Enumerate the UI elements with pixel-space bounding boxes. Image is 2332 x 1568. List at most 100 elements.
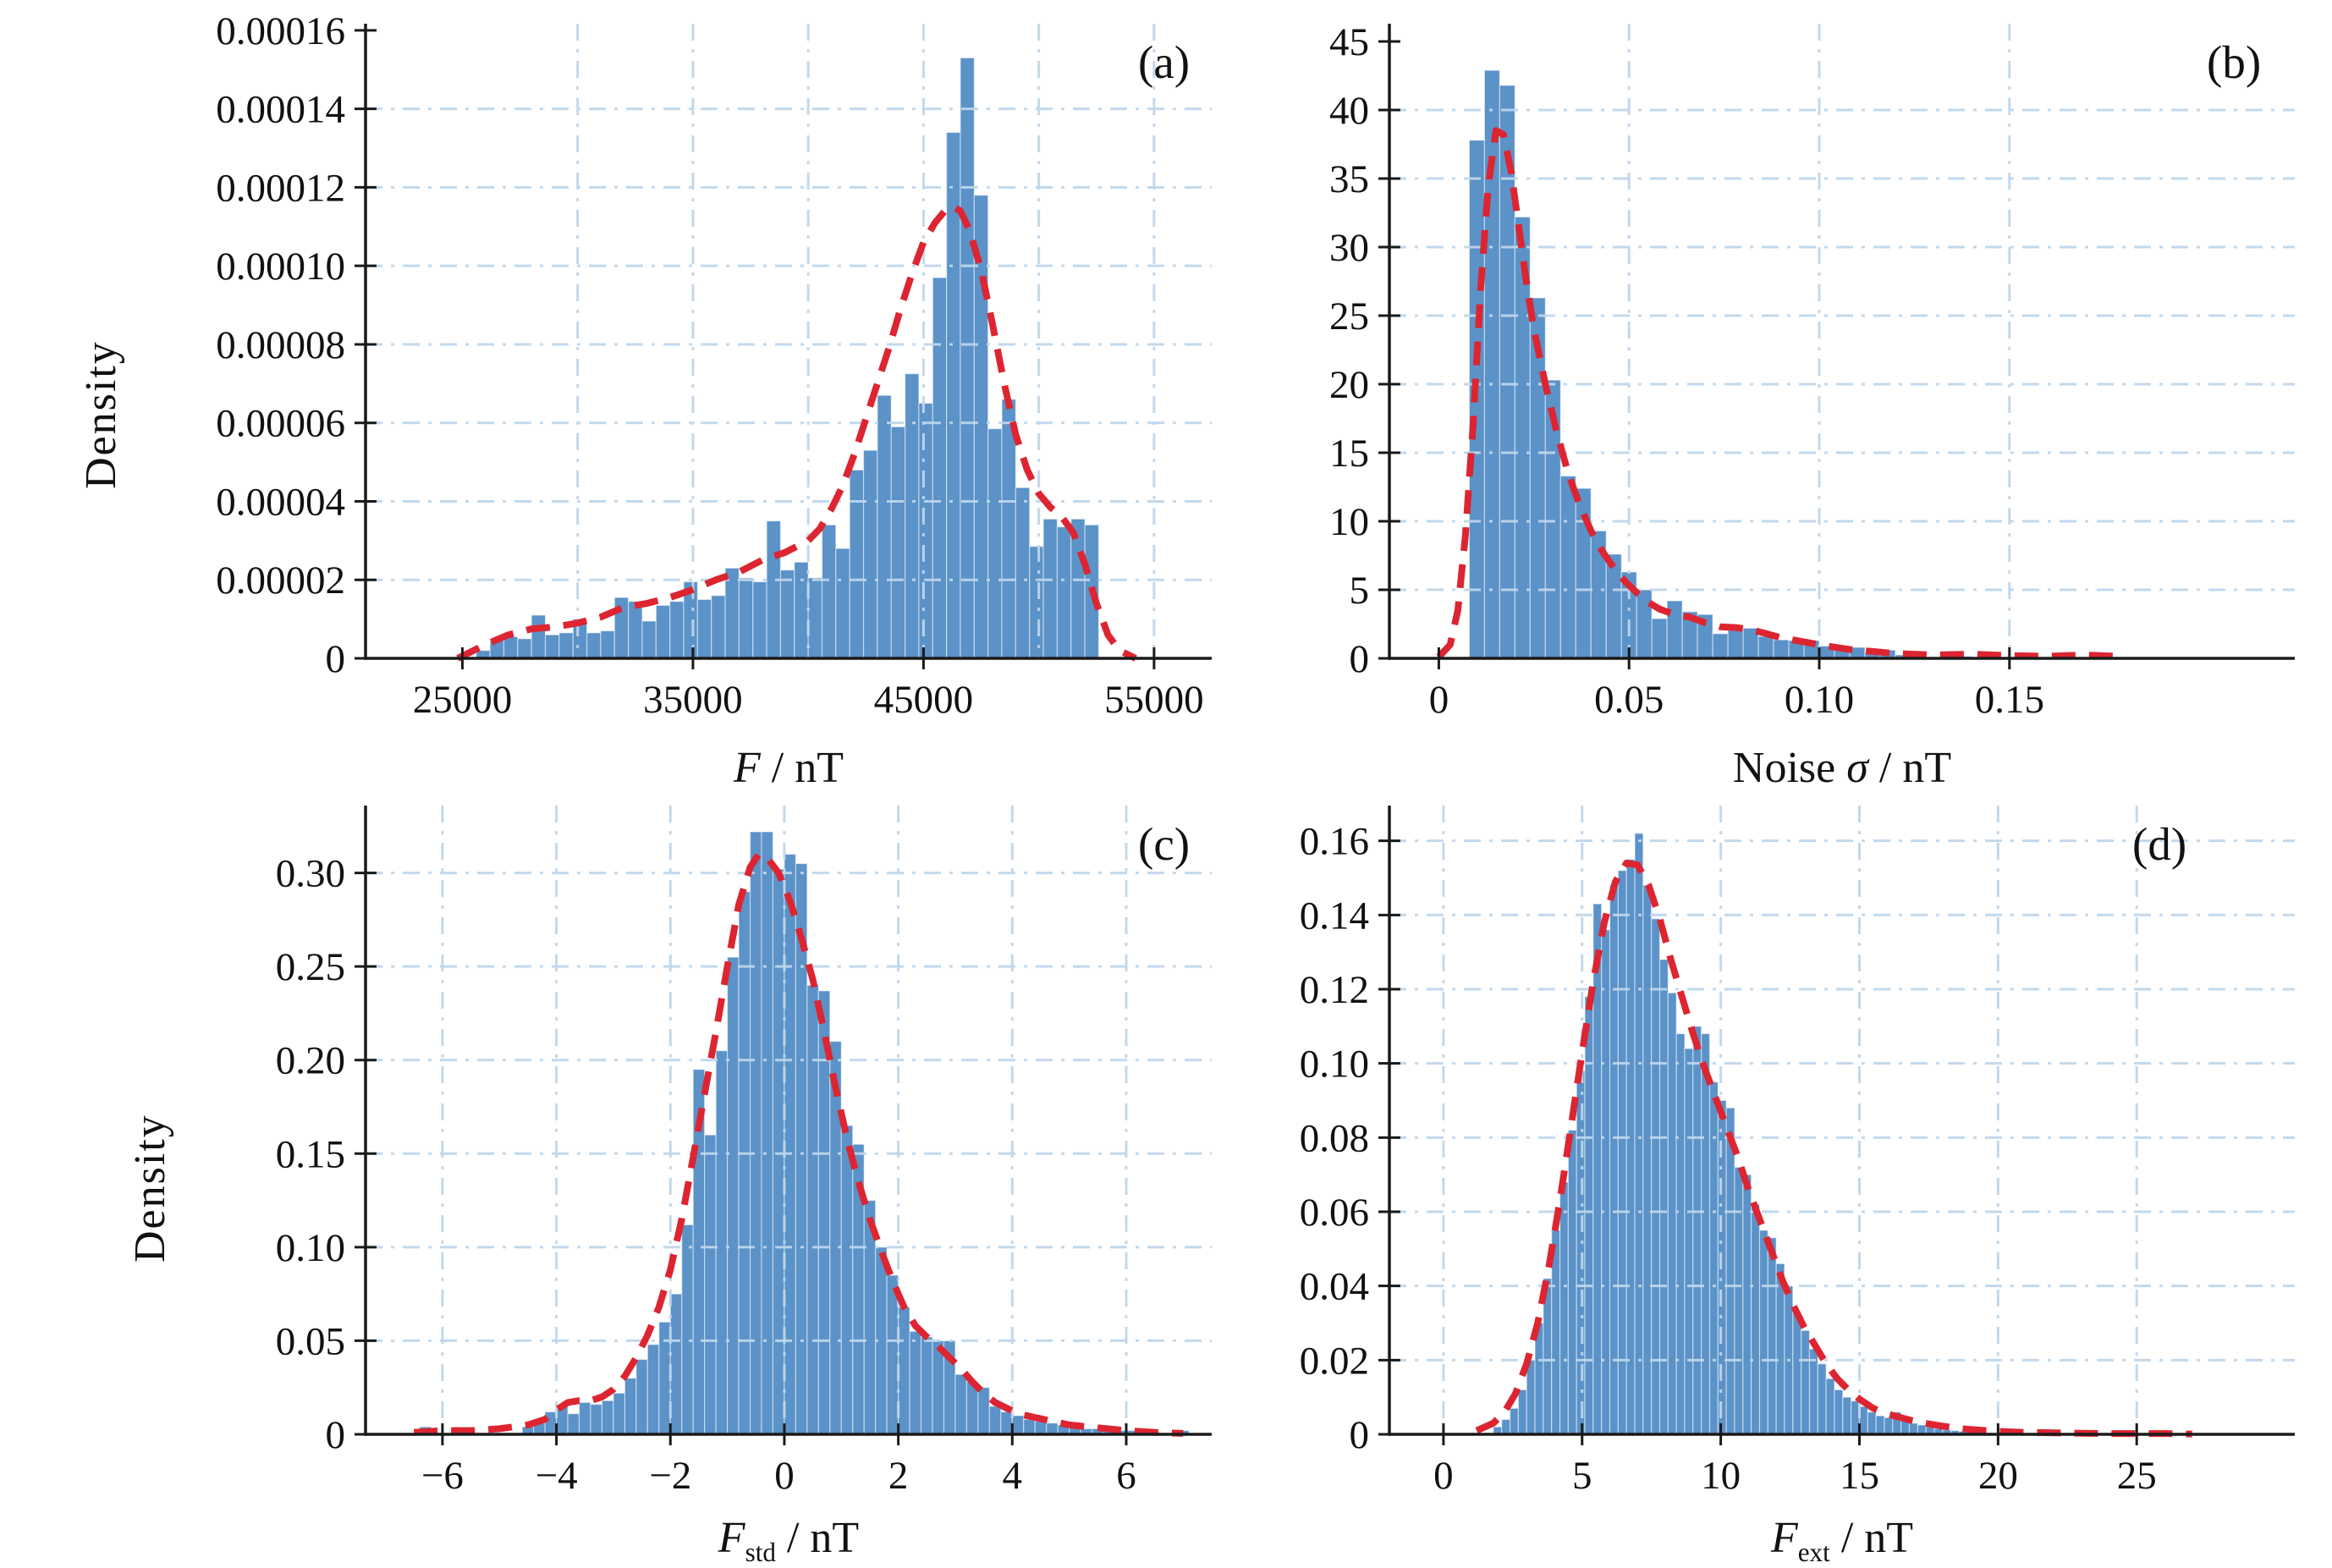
hist-bar xyxy=(779,569,795,659)
hist-bar xyxy=(1651,918,1661,1435)
hist-bar xyxy=(578,1401,591,1435)
y-tick-label: 0.00016 xyxy=(216,9,345,53)
hist-bar xyxy=(1559,475,1576,659)
hist-bar xyxy=(503,635,519,659)
hist-bar xyxy=(635,1358,648,1435)
hist-bar xyxy=(761,831,774,1435)
y-tick-label: 0 xyxy=(1350,1413,1370,1457)
hist-bar xyxy=(1567,1129,1577,1435)
panel-c-letter: (c) xyxy=(1138,818,1191,870)
gridlines xyxy=(366,806,1212,1434)
hist-bar xyxy=(1712,633,1729,659)
hist-bar xyxy=(987,428,1003,659)
hist-bar xyxy=(988,1406,1002,1435)
xlabel-unit: / nT xyxy=(1867,744,1952,792)
x-tick-label: −4 xyxy=(536,1454,578,1498)
hist-bar xyxy=(960,57,975,659)
hist-bar xyxy=(1575,487,1592,659)
y-tick-label: 0.05 xyxy=(276,1319,345,1363)
hist-bar xyxy=(601,1400,614,1435)
hist-bar xyxy=(1692,1026,1702,1435)
hist-bar xyxy=(1651,618,1668,659)
hist-bar xyxy=(517,638,532,659)
hist-bar xyxy=(829,1041,842,1435)
x-tick-label: 6 xyxy=(1116,1454,1136,1498)
hist-bar xyxy=(1046,1422,1059,1435)
hist-bar xyxy=(1509,1407,1519,1435)
xlabel-symbol: F xyxy=(718,1514,745,1562)
hist-bar xyxy=(658,1321,671,1435)
hist-bar xyxy=(558,632,574,659)
y-tick-label: 20 xyxy=(1329,363,1369,407)
hist-bar xyxy=(1742,1174,1752,1435)
hist-bar xyxy=(1817,1363,1827,1435)
hist-bar xyxy=(1011,1415,1025,1435)
hist-bar xyxy=(1758,1230,1768,1435)
hist-bar xyxy=(1601,929,1611,1435)
hist-bar xyxy=(766,520,782,659)
hist-bar xyxy=(920,1336,933,1435)
tick-labels: 0 0.05 0.10 0.15 0 5 10 15 20 25 30 35 40 45 xyxy=(1329,20,2044,722)
x-tick-label: 20 xyxy=(1978,1454,2018,1498)
y-tick-label: 0 xyxy=(326,637,346,681)
y-tick-label: 35 xyxy=(1329,157,1369,201)
hist-bar xyxy=(1734,1166,1744,1435)
hist-bar xyxy=(1684,1048,1694,1435)
panel-a-letter: (a) xyxy=(1138,36,1191,88)
panel-b-xlabel: Noise σ / nT xyxy=(1389,743,2295,798)
hist-bar xyxy=(821,524,837,659)
tick-marks xyxy=(355,872,1128,1445)
hist-bar xyxy=(624,1378,637,1435)
y-tick-label: 0.00002 xyxy=(216,558,345,602)
x-tick-label: 10 xyxy=(1701,1454,1741,1498)
xlabel-unit: / nT xyxy=(775,1514,860,1562)
hist-bar xyxy=(1042,518,1059,659)
x-tick-label: 0 xyxy=(1433,1454,1454,1498)
y-tick-label: 0.16 xyxy=(1300,820,1369,864)
hist-bar xyxy=(1605,553,1622,659)
hist-bar xyxy=(1801,1329,1811,1435)
y-tick-label: 25 xyxy=(1329,294,1369,338)
panel-a-ylabel: Density xyxy=(77,340,125,489)
y-tick-label: 0.12 xyxy=(1300,968,1369,1012)
y-tick-label: 0.06 xyxy=(1300,1191,1369,1235)
hist-bar xyxy=(1634,833,1644,1435)
y-tick-label: 0 xyxy=(326,1413,346,1457)
y-tick-label: 0 xyxy=(1350,637,1370,681)
hist-bar xyxy=(1056,526,1072,659)
hist-bar xyxy=(1767,1237,1777,1435)
hist-bar xyxy=(669,601,685,659)
tick-marks xyxy=(1378,40,2011,669)
hist-bar xyxy=(1867,1411,1877,1435)
x-tick-label: −2 xyxy=(649,1454,691,1498)
x-tick-label: −6 xyxy=(421,1454,464,1498)
y-tick-label: 40 xyxy=(1329,89,1369,133)
xlabel-symbol: F xyxy=(734,744,761,792)
xlabel-prefix: Noise xyxy=(1732,744,1847,792)
hist-bar xyxy=(918,402,933,659)
hist-bar xyxy=(1757,635,1774,659)
y-tick-label: 0.10 xyxy=(276,1226,345,1270)
hist-bar xyxy=(1592,903,1603,1435)
hist-bar xyxy=(890,426,906,659)
y-tick-label: 5 xyxy=(1350,569,1370,613)
hist-bar xyxy=(724,567,740,659)
tick-labels: −6 −4 −2 0 2 4 6 0 0.05 0.10 0.15 0.20 0.25 0.30 xyxy=(276,852,1136,1498)
hist-bar xyxy=(681,1224,694,1435)
y-tick-label: 0.04 xyxy=(1300,1265,1369,1309)
y-tick-label: 0.30 xyxy=(276,852,345,896)
hist-bar xyxy=(1667,992,1677,1435)
hist-bar xyxy=(1029,546,1044,659)
hist-bar xyxy=(1773,639,1790,659)
xlabel-subscript: ext xyxy=(1797,1537,1830,1567)
x-tick-label: 55000 xyxy=(1104,678,1204,722)
y-tick-label: 15 xyxy=(1329,432,1369,476)
hist-bar xyxy=(849,469,865,659)
xlabel-symbol: σ xyxy=(1846,744,1868,792)
hist-bar xyxy=(1725,1107,1735,1435)
panel-c-ylabel: Density xyxy=(126,1114,174,1263)
panel-b: 0 0.05 0.10 0.15 0 5 10 15 20 25 30 35 40 45 xyxy=(1329,20,2295,722)
x-tick-label: 0.05 xyxy=(1594,678,1664,722)
hist-bar xyxy=(646,1344,660,1435)
